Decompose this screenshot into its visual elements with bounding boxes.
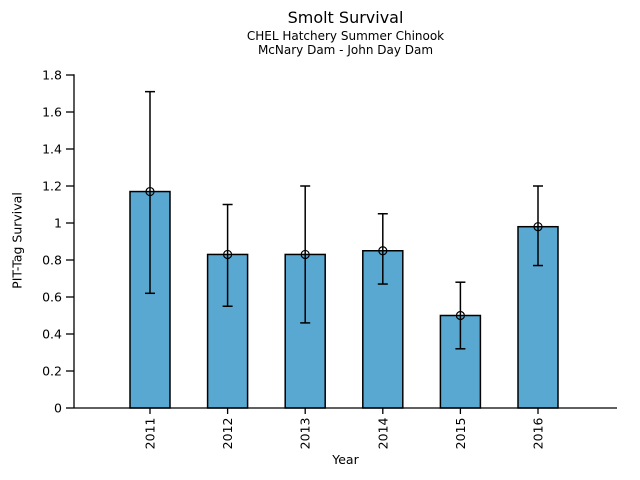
y-tick-label-1.4: 1.4 (42, 142, 62, 157)
marker-2011 (145, 186, 155, 197)
chart-subtitle-line2: McNary Dam - John Day Dam (257, 43, 434, 57)
y-tick-label-0: 0 (54, 401, 62, 416)
x-tick-label-2014: 2014 (375, 417, 390, 449)
y-tick-label-0.4: 0.4 (42, 327, 62, 342)
y-tick-label-1.8: 1.8 (42, 68, 62, 83)
x-tick-label-2013: 2013 (298, 418, 313, 450)
chart-subtitle-line1: CHEL Hatchery Summer Chinook (246, 29, 445, 43)
marker-2012 (223, 249, 233, 260)
y-tick-label-0.6: 0.6 (42, 290, 62, 305)
y-tick-label-0.8: 0.8 (42, 253, 62, 268)
y-tick-label-0.2: 0.2 (42, 364, 62, 379)
y-tick-label-1.2: 1.2 (42, 179, 62, 194)
x-tick-label-2012: 2012 (220, 418, 235, 450)
marker-2015 (455, 310, 465, 321)
x-tick-label-2011: 2011 (143, 418, 158, 450)
x-tick-label-2015: 2015 (453, 418, 468, 450)
x-tick-label-2016: 2016 (531, 417, 546, 449)
marker-2013 (300, 249, 310, 260)
y-tick-label-1.6: 1.6 (42, 105, 62, 120)
marker-2014 (378, 246, 388, 256)
chart-title: Smolt Survival (287, 8, 404, 27)
y-tick-label-1: 1 (54, 216, 62, 231)
marker-2016 (533, 222, 543, 232)
x-axis-label: Year (332, 452, 359, 467)
